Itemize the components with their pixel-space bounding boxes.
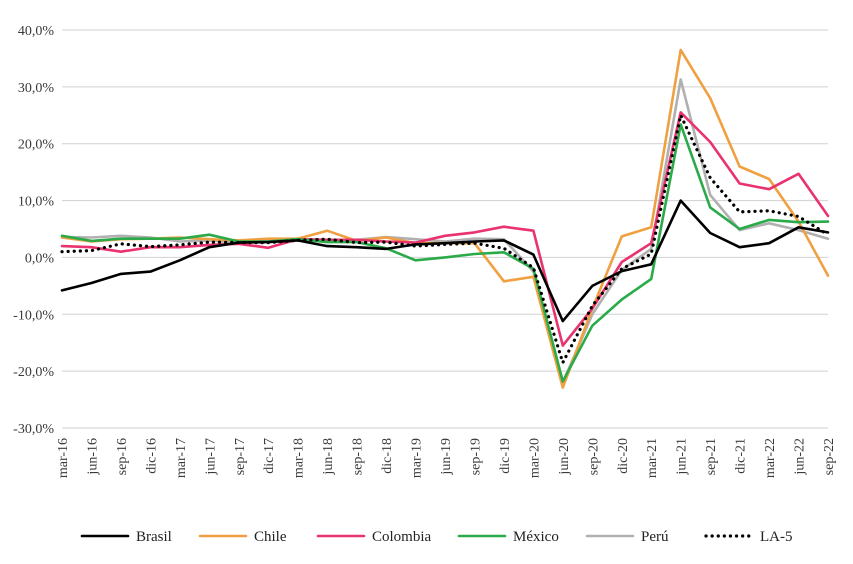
- x-tick-label: dic-19: [498, 438, 513, 474]
- x-tick-label: mar-18: [292, 438, 307, 478]
- legend-label: Chile: [254, 529, 287, 545]
- y-tick-label: 10,0%: [18, 195, 55, 210]
- x-tick-label: jun-16: [85, 438, 100, 476]
- series-line-la-5: [60, 113, 830, 365]
- x-tick-label: mar-20: [527, 438, 542, 478]
- x-tick-label: sep-16: [115, 438, 130, 475]
- x-tick-label: dic-20: [616, 438, 631, 474]
- legend-label: Perú: [641, 529, 669, 545]
- x-tick-label: mar-17: [174, 438, 189, 478]
- y-tick-label: 40,0%: [18, 24, 55, 39]
- legend-label: LA-5: [760, 529, 793, 545]
- x-tick-label: jun-19: [439, 438, 454, 476]
- x-tick-label: dic-21: [734, 438, 749, 474]
- x-tick-label: sep-22: [822, 438, 837, 475]
- x-tick-label: jun-17: [203, 438, 218, 476]
- x-tick-label: mar-21: [645, 438, 660, 478]
- series-line-brasil: [60, 199, 830, 323]
- x-axis: mar-16 jun-16 sep-16 dic-16 mar-17 jun-17 sep-…: [56, 438, 837, 478]
- y-axis: -30,0% -20,0% -10,0% 0,0% 10,0% 20,0% 30,0% 40,…: [13, 24, 54, 437]
- x-tick-label: sep-20: [586, 438, 601, 475]
- x-tick-label: jun-21: [675, 438, 690, 476]
- y-tick-label: -20,0%: [13, 365, 54, 380]
- y-tick-label: -30,0%: [13, 422, 54, 437]
- x-tick-label: mar-16: [56, 438, 71, 478]
- y-tick-label: 20,0%: [18, 138, 55, 153]
- x-tick-label: dic-17: [262, 438, 277, 474]
- series-lines: [60, 48, 830, 389]
- x-tick-label: sep-17: [233, 438, 248, 475]
- legend-label: Brasil: [136, 529, 172, 545]
- x-tick-label: dic-18: [380, 438, 395, 474]
- x-tick-label: sep-21: [704, 438, 719, 475]
- series-line-m-xico: [60, 123, 830, 383]
- y-tick-label: -10,0%: [13, 308, 54, 323]
- x-tick-label: jun-22: [793, 438, 808, 476]
- legend-label: México: [513, 529, 559, 545]
- x-tick-label: sep-19: [468, 438, 483, 475]
- y-tick-label: 0,0%: [25, 251, 55, 266]
- y-tick-label: 30,0%: [18, 81, 55, 96]
- legend-label: Colombia: [372, 529, 432, 545]
- x-tick-label: jun-20: [557, 438, 572, 476]
- legend: Brasil Chile Colombia México Perú LA-5: [80, 529, 793, 545]
- x-tick-label: sep-18: [351, 438, 366, 475]
- x-tick-label: mar-22: [763, 438, 778, 478]
- series-line-per-: [60, 78, 830, 384]
- x-tick-label: jun-18: [321, 438, 336, 476]
- x-tick-label: mar-19: [410, 438, 425, 478]
- series-line-chile: [60, 48, 830, 389]
- gridlines: [62, 29, 828, 429]
- series-line-colombia: [60, 111, 830, 347]
- x-tick-label: dic-16: [144, 438, 159, 474]
